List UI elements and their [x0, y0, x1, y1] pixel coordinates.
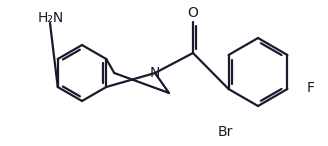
- Text: F: F: [307, 81, 315, 95]
- Text: N: N: [150, 66, 160, 80]
- Text: O: O: [188, 6, 198, 20]
- Text: Br: Br: [218, 125, 234, 139]
- Text: H₂N: H₂N: [38, 11, 64, 25]
